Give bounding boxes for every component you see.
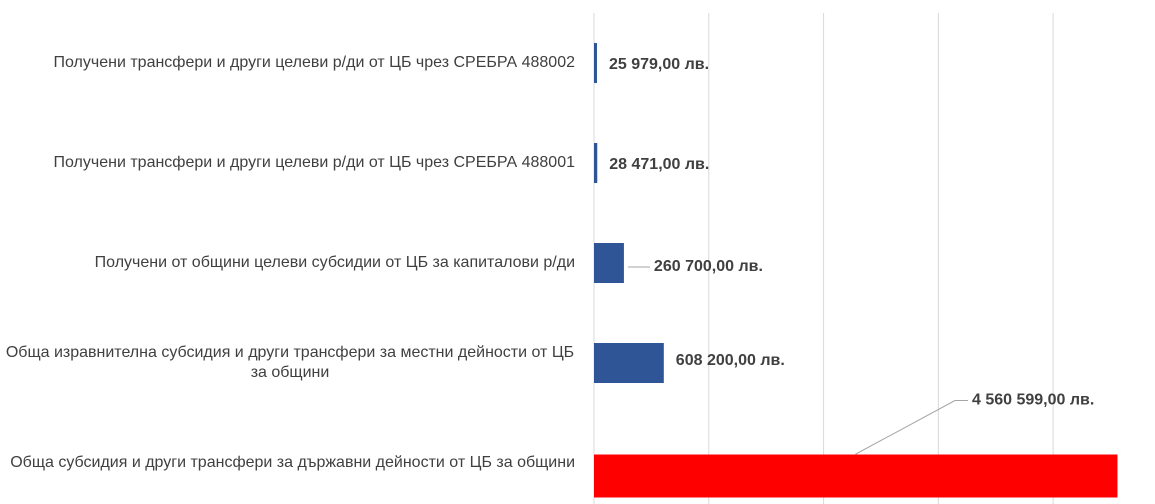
bar [594,454,1118,498]
category-label: Получени трансфери и други целеви р/ди о… [53,54,576,71]
data-label: 260 700,00 лв. [654,258,763,275]
bar [594,343,664,383]
category-label: Обща изравнителна субсидия и други транс… [5,344,575,381]
category-label: Обща субсидия и други трансфери за държа… [10,454,575,471]
data-label: 608 200,00 лв. [676,352,785,369]
category-label: Получени трансфери и други целеви р/ди о… [53,154,576,171]
bar [594,143,598,183]
data-label: 4 560 599,00 лв. [972,392,1094,409]
category-label: Получени от общини целеви субсидии от ЦБ… [94,254,575,271]
bar [594,43,597,83]
data-label: 25 979,00 лв. [609,56,709,73]
data-label: 28 471,00 лв. [609,156,709,173]
leader-line [854,400,956,455]
bar [594,243,624,283]
